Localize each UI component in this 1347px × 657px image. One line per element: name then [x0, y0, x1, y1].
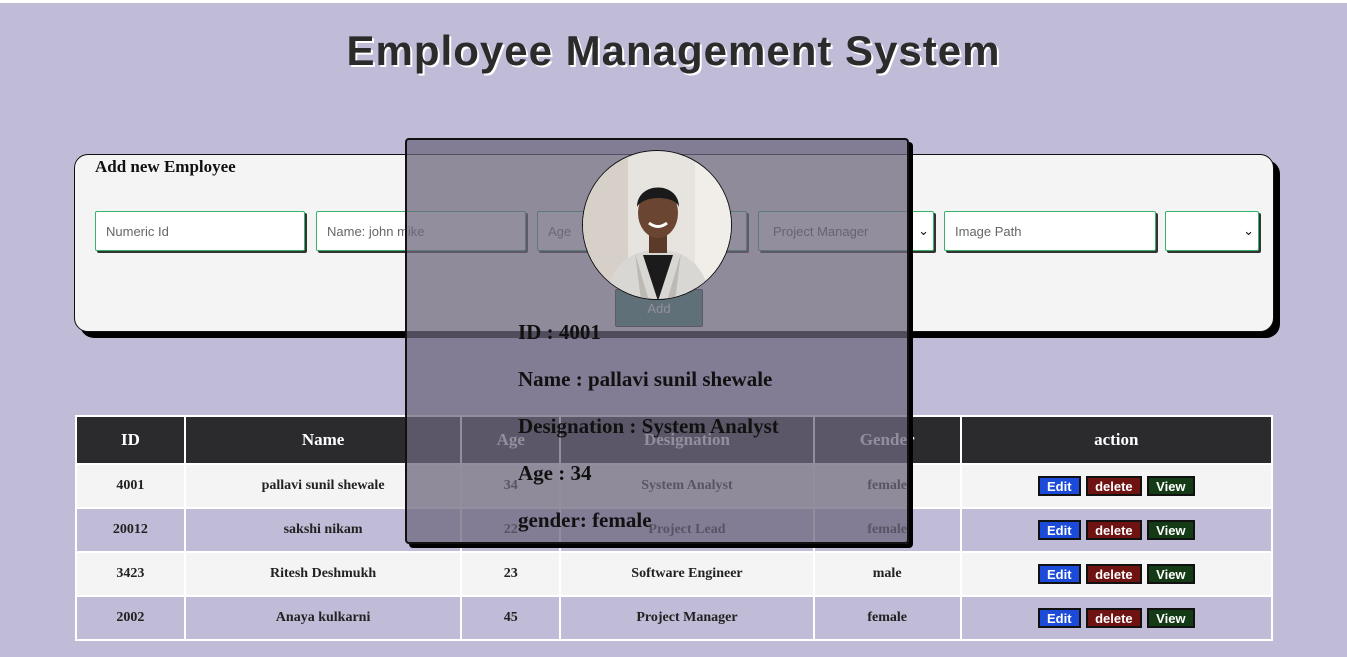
image-path-input[interactable]	[944, 211, 1156, 251]
view-button[interactable]: View	[1147, 564, 1195, 584]
table-row: 2002 Anaya kulkarni 45 Project Manager f…	[75, 595, 1274, 641]
edit-button[interactable]: Edit	[1038, 476, 1081, 496]
edit-button[interactable]: Edit	[1038, 564, 1081, 584]
cell-actions: Edit delete View	[959, 507, 1274, 553]
header-action: action	[959, 415, 1274, 465]
edit-button[interactable]: Edit	[1038, 608, 1081, 628]
modal-gender: gender: female	[518, 508, 652, 532]
employee-avatar	[582, 150, 732, 300]
cell-designation: Project Manager	[559, 595, 815, 641]
cell-designation: Software Engineer	[559, 551, 815, 597]
view-button[interactable]: View	[1147, 520, 1195, 540]
employee-details-modal[interactable]: ID : 4001 Name : pallavi sunil shewale D…	[405, 138, 909, 544]
view-button[interactable]: View	[1147, 476, 1195, 496]
table-row: 3423 Ritesh Deshmukh 23 Software Enginee…	[75, 551, 1274, 597]
delete-button[interactable]: delete	[1086, 564, 1142, 584]
cell-actions: Edit delete View	[959, 463, 1274, 509]
modal-name: Name : pallavi sunil shewale	[518, 367, 773, 391]
avatar-photo	[583, 151, 731, 299]
header-id: ID	[75, 415, 186, 465]
cell-id: 4001	[75, 463, 186, 509]
cell-name: Anaya kulkarni	[183, 595, 463, 641]
modal-age: Age : 34	[518, 461, 592, 485]
cell-name: Ritesh Deshmukh	[183, 551, 463, 597]
page-title: Employee Management System	[346, 27, 1001, 74]
gender-select[interactable]: ⌄	[1165, 211, 1259, 251]
chevron-down-icon: ⌄	[1243, 223, 1254, 238]
cell-id: 20012	[75, 507, 186, 553]
cell-age: 23	[460, 551, 562, 597]
chevron-down-icon: ⌄	[918, 223, 929, 238]
modal-id: ID : 4001	[518, 320, 601, 344]
cell-gender: female	[812, 595, 962, 641]
modal-designation: Designation : System Analyst	[518, 414, 779, 438]
cell-gender: male	[812, 551, 962, 597]
id-input[interactable]	[95, 211, 305, 251]
cell-id: 2002	[75, 595, 186, 641]
delete-button[interactable]: delete	[1086, 476, 1142, 496]
delete-button[interactable]: delete	[1086, 520, 1142, 540]
cell-id: 3423	[75, 551, 186, 597]
cell-age: 45	[460, 595, 562, 641]
edit-button[interactable]: Edit	[1038, 520, 1081, 540]
add-employee-heading: Add new Employee	[95, 157, 236, 176]
cell-actions: Edit delete View	[959, 595, 1274, 641]
view-button[interactable]: View	[1147, 608, 1195, 628]
delete-button[interactable]: delete	[1086, 608, 1142, 628]
cell-actions: Edit delete View	[959, 551, 1274, 597]
